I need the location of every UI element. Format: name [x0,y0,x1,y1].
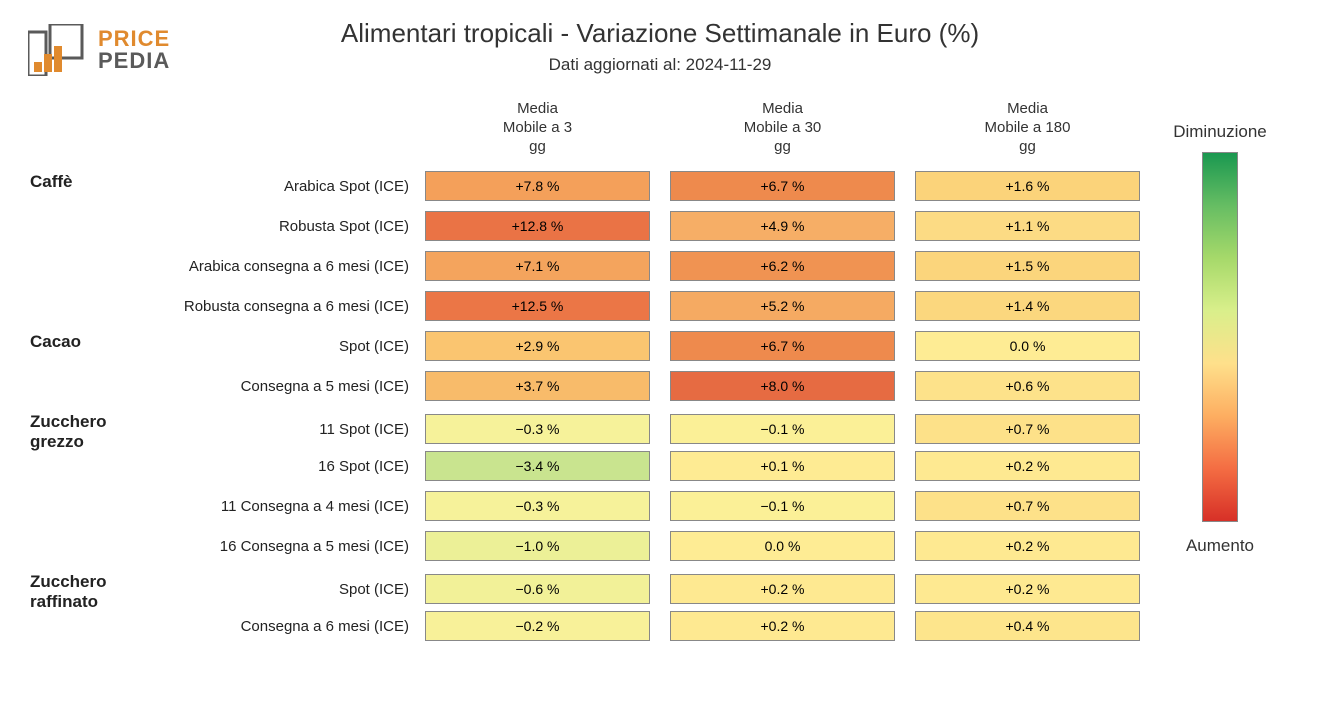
table-row: Zucchero grezzo11 Spot (ICE)−0.3 %−0.1 %… [30,406,1145,446]
heat-cell: +6.2 % [670,251,895,281]
table-row: 16 Consegna a 5 mesi (ICE)−1.0 % 0.0 % +0.… [30,526,1145,566]
heat-cell: 0.0 % [915,331,1140,361]
heat-cell: +5.2 % [670,291,895,321]
category-label [30,366,150,372]
category-label: Cacao [30,326,150,352]
category-label [30,606,150,612]
row-label: Spot (ICE) [150,338,425,355]
heat-cell: +12.5 % [425,291,650,321]
heat-cell: +0.6 % [915,371,1140,401]
legend-label-bottom: Aumento [1186,536,1254,556]
heat-cell: +6.7 % [670,331,895,361]
heat-cell: +7.1 % [425,251,650,281]
category-label [30,246,150,252]
row-label: Robusta Spot (ICE) [150,218,425,235]
row-label: Spot (ICE) [150,581,425,598]
heat-cell: −0.3 % [425,491,650,521]
row-label: Consegna a 6 mesi (ICE) [150,618,425,635]
heat-cell: +0.2 % [915,574,1140,604]
row-label: Arabica Spot (ICE) [150,178,425,195]
heat-cell: +0.2 % [915,531,1140,561]
legend-label-top: Diminuzione [1173,122,1267,142]
heatmap-rows: CaffèArabica Spot (ICE)+7.8 % +6.7 % +1.6 … [30,166,1145,646]
heat-cell: +6.7 % [670,171,895,201]
col-header-0: Media Mobile a 3 gg [425,100,650,156]
heat-cell: +2.9 % [425,331,650,361]
heat-cell: −3.4 % [425,451,650,481]
row-label: 11 Consegna a 4 mesi (ICE) [150,498,425,515]
category-label [30,286,150,292]
heat-cell: +7.8 % [425,171,650,201]
heat-cell: −0.6 % [425,574,650,604]
chart-subtitle: Dati aggiornati al: 2024-11-29 [0,55,1320,75]
heat-cell: 0.0 % [670,531,895,561]
row-label: 16 Spot (ICE) [150,458,425,475]
heat-cell: +1.5 % [915,251,1140,281]
category-label [30,446,150,452]
table-row: 16 Spot (ICE)−3.4 % +0.1 % +0.2 % [30,446,1145,486]
heat-cell: +3.7 % [425,371,650,401]
heat-cell: +0.4 % [915,611,1140,641]
heat-cell: +0.2 % [915,451,1140,481]
table-row: Consegna a 6 mesi (ICE)−0.2 % +0.2 % +0.4 … [30,606,1145,646]
category-label [30,206,150,212]
heat-cell: +0.2 % [670,611,895,641]
heat-cell: −0.2 % [425,611,650,641]
table-row: CaffèArabica Spot (ICE)+7.8 % +6.7 % +1.6 … [30,166,1145,206]
heat-cell: +8.0 % [670,371,895,401]
heat-cell: −0.1 % [670,414,895,444]
heat-cell: +1.1 % [915,211,1140,241]
heat-cell: +4.9 % [670,211,895,241]
col-header-2: Media Mobile a 180 gg [915,100,1140,156]
row-label: 16 Consegna a 5 mesi (ICE) [150,538,425,555]
heat-cell: +1.6 % [915,171,1140,201]
heat-cell: +0.7 % [915,491,1140,521]
heat-cell: −0.1 % [670,491,895,521]
table-row: 11 Consegna a 4 mesi (ICE)−0.3 % −0.1 % +0… [30,486,1145,526]
table-row: Consegna a 5 mesi (ICE)+3.7 % +8.0 % +0.6 … [30,366,1145,406]
heat-cell: +1.4 % [915,291,1140,321]
heatmap-table: Media Mobile a 3 gg Media Mobile a 30 gg… [30,100,1145,646]
color-legend: Diminuzione Aumento [1150,122,1290,556]
heat-cell: +0.2 % [670,574,895,604]
heat-cell: +12.8 % [425,211,650,241]
category-label: Caffè [30,166,150,192]
table-row: Zucchero raffinatoSpot (ICE)−0.6 %+0.2 %… [30,566,1145,606]
heat-cell: −1.0 % [425,531,650,561]
chart-title: Alimentari tropicali - Variazione Settim… [0,18,1320,49]
heat-cell: +0.7 % [915,414,1140,444]
table-row: Arabica consegna a 6 mesi (ICE)+7.1 % +6.… [30,246,1145,286]
row-label: Arabica consegna a 6 mesi (ICE) [150,258,425,275]
table-row: Robusta consegna a 6 mesi (ICE)+12.5 % +5… [30,286,1145,326]
table-row: Robusta Spot (ICE)+12.8 % +4.9 % +1.1 % [30,206,1145,246]
row-label: 11 Spot (ICE) [150,421,425,438]
row-label: Consegna a 5 mesi (ICE) [150,378,425,395]
legend-gradient-bar [1202,152,1238,522]
heat-cell: +0.1 % [670,451,895,481]
col-header-1: Media Mobile a 30 gg [670,100,895,156]
heat-cell: −0.3 % [425,414,650,444]
column-headers: Media Mobile a 3 gg Media Mobile a 30 gg… [30,100,1145,156]
table-row: CacaoSpot (ICE)+2.9 % +6.7 % 0.0 % [30,326,1145,366]
row-label: Robusta consegna a 6 mesi (ICE) [150,298,425,315]
chart-container: Alimentari tropicali - Variazione Settim… [0,18,1320,75]
category-label [30,486,150,492]
category-label [30,526,150,532]
